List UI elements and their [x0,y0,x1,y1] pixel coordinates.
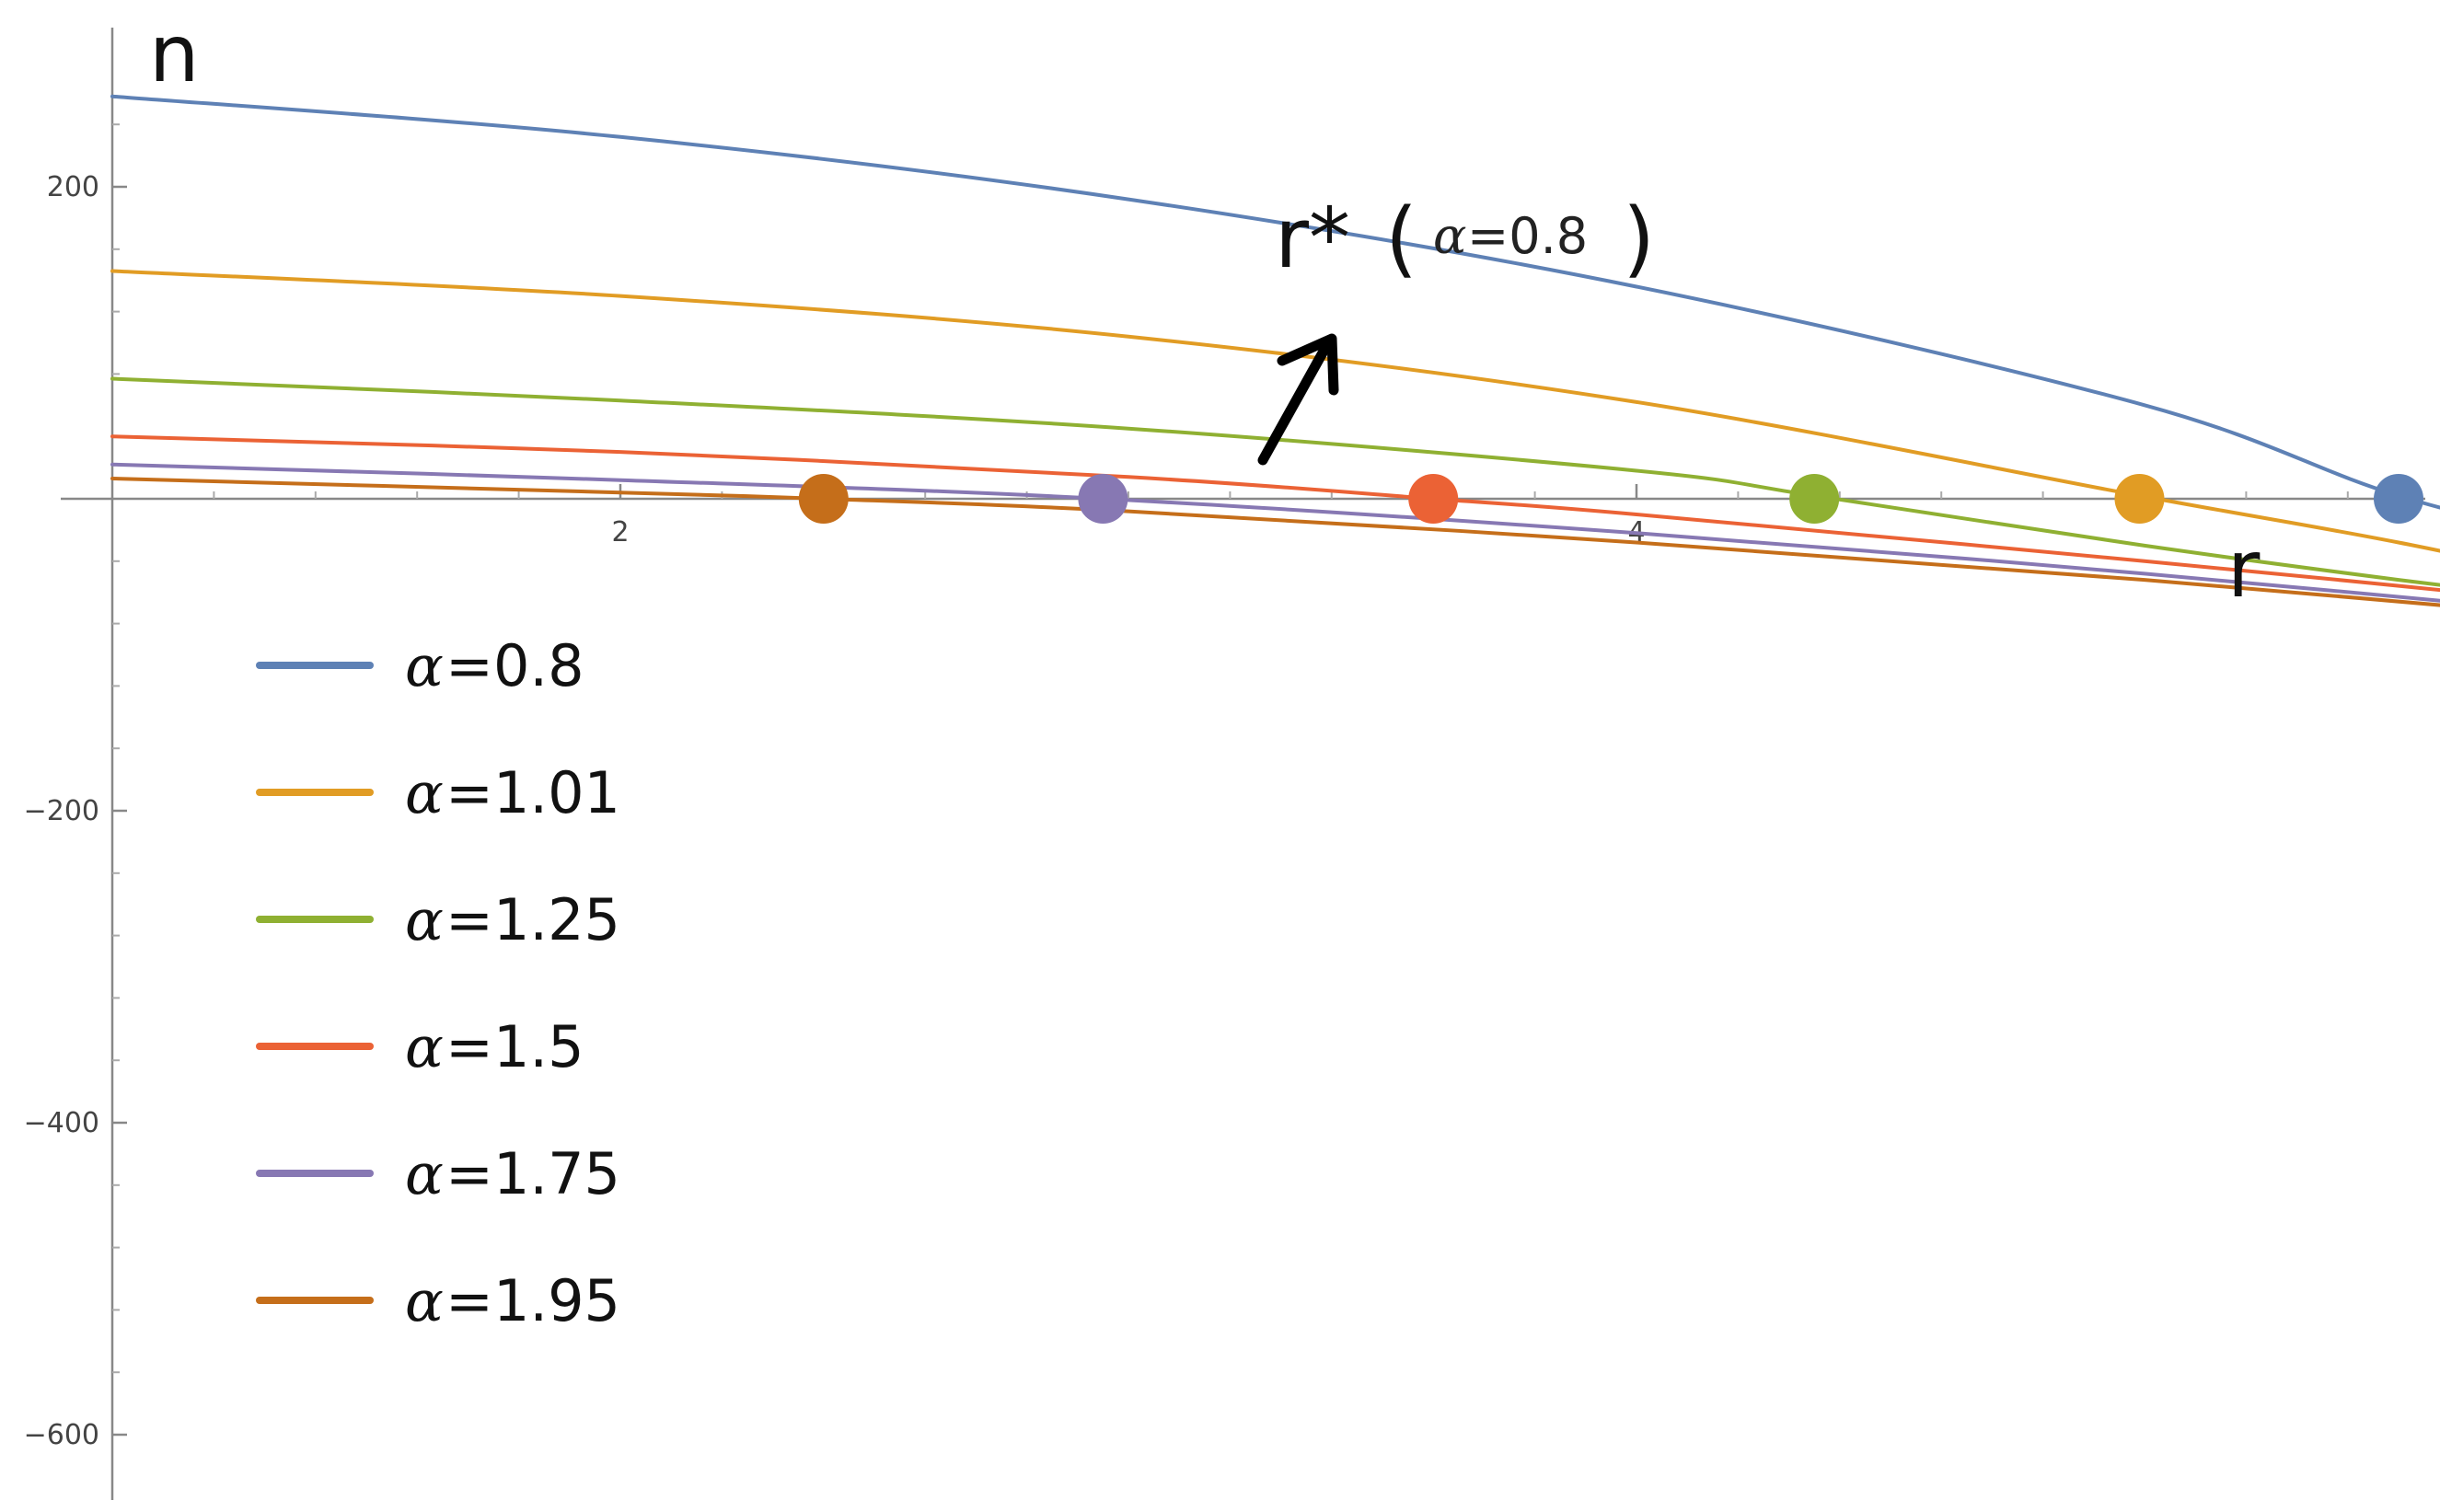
y-axis-title: n [149,8,200,100]
x-tick-label: 2 [611,516,629,548]
legend-label-6: =1.95 [445,1267,620,1334]
series-line-5 [110,462,2440,603]
annotation-arrowhead [1277,333,1339,396]
root-point-3 [1789,474,1840,524]
series-line-2 [110,269,2440,553]
annotation-paren-close: ) [1623,190,1655,287]
y-tick-label: 200 [47,171,99,203]
series-line-3 [110,376,2440,587]
legend-label-1: =0.8 [445,632,584,699]
y-tick-label: −400 [24,1107,99,1139]
root-point-6 [798,474,849,524]
legend-symbol-1: α [405,632,444,699]
legend-label-5: =1.75 [445,1140,620,1207]
root-point-1 [2374,474,2423,524]
legend-label-3: =1.25 [445,886,620,953]
series-line-1 [110,94,2440,510]
x-axis-title: r [2227,524,2261,616]
legend-symbol-6: α [405,1267,444,1334]
legend-label-4: =1.5 [445,1013,584,1080]
root-point-5 [1078,474,1128,524]
legend-label-2: =1.01 [445,759,620,826]
y-tick-label: −600 [24,1419,99,1451]
root-point-2 [2114,474,2165,524]
root-markers [798,474,2423,524]
root-point-4 [1408,474,1459,524]
legend-symbol-2: α [405,759,444,826]
annotation-arrow [1257,342,1331,466]
annotation-inner-text: =0.8 [1467,207,1588,265]
legend-symbol-5: α [405,1140,444,1207]
annotation-main-text: r* [1275,190,1350,287]
y-tick-label: −200 [24,795,99,827]
axes: 246810200−200−400−600 [24,28,2425,1500]
series-line-4 [110,434,2440,592]
annotation-paren-open: ( [1385,190,1417,287]
legend-symbol-3: α [405,886,444,953]
annotation-alpha-symbol: α [1433,207,1466,265]
legend-symbol-4: α [405,1013,444,1080]
annotation: r* ( α =0.8 ) [1257,190,1655,466]
legend: α =0.8α =1.01α =1.25α =1.5α =1.75α =1.95 [256,632,620,1334]
